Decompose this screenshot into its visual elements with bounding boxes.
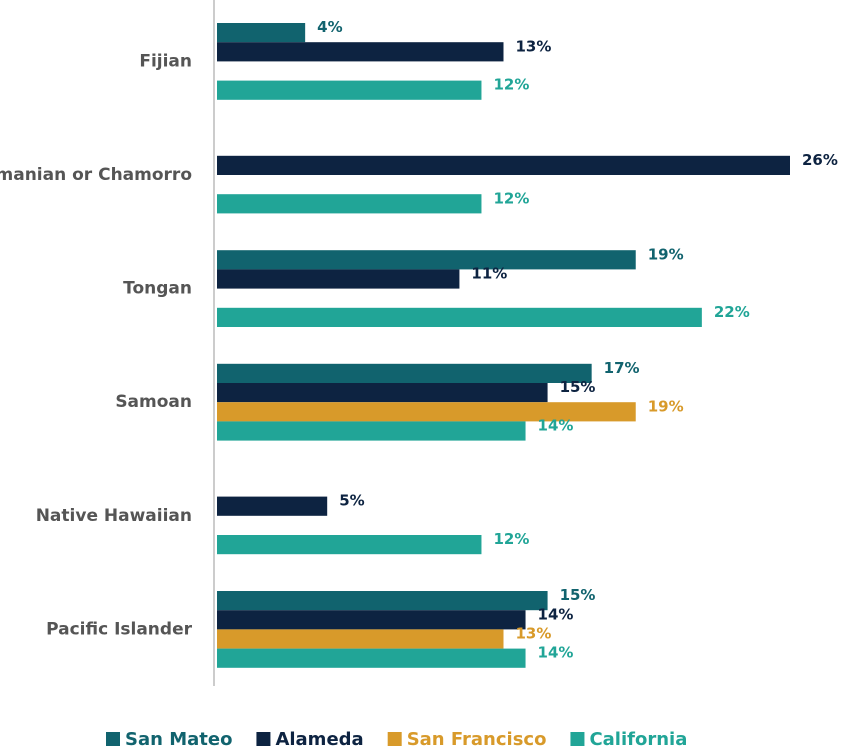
value-label: 14% [538,605,574,623]
value-label: 17% [604,359,640,377]
value-label: 4% [317,18,342,36]
legend-label: San Mateo [125,729,232,748]
legend-label: San Francisco [407,729,547,748]
category-label: Fijian [139,51,192,71]
category-label: Samoan [115,392,192,412]
category-label: Pacific Islander [46,619,193,639]
bar [217,307,702,327]
value-label: 12% [493,530,529,548]
legend-label: Alameda [275,729,363,748]
value-label: 19% [648,397,684,415]
category-label: Tongan [123,279,192,299]
legend-swatch [256,732,271,746]
value-label: 19% [648,245,684,263]
bar [217,535,482,555]
value-label: 13% [516,37,552,55]
bar [217,496,328,516]
value-label: 15% [560,378,596,396]
value-label: 11% [471,265,507,283]
value-label: 22% [714,303,750,321]
bar [217,591,548,611]
category-label: Guamanian or Chamorro [0,165,192,185]
value-label: 15% [560,586,596,604]
bar [217,42,504,62]
legend-swatch [106,732,120,746]
legend-swatch [570,732,585,746]
value-label: 13% [516,625,552,643]
category-label: Native Hawaiian [36,506,192,526]
legend-swatch [387,732,402,746]
bar [217,383,548,403]
value-label: 26% [802,151,838,169]
value-label: 12% [493,189,529,207]
value-label: 12% [493,76,529,94]
bar [217,269,460,289]
value-label: 14% [538,644,574,662]
bar [217,194,482,214]
bar [217,250,636,270]
bar [217,610,526,630]
value-label: 14% [538,417,574,435]
bar [217,363,592,383]
bar [217,629,504,649]
legend-label: California [589,729,687,748]
bar [217,23,306,43]
bar [217,421,526,441]
bar [217,402,636,422]
bar [217,155,790,175]
bar [217,80,482,100]
value-label: 5% [339,492,364,510]
bar [217,648,526,668]
